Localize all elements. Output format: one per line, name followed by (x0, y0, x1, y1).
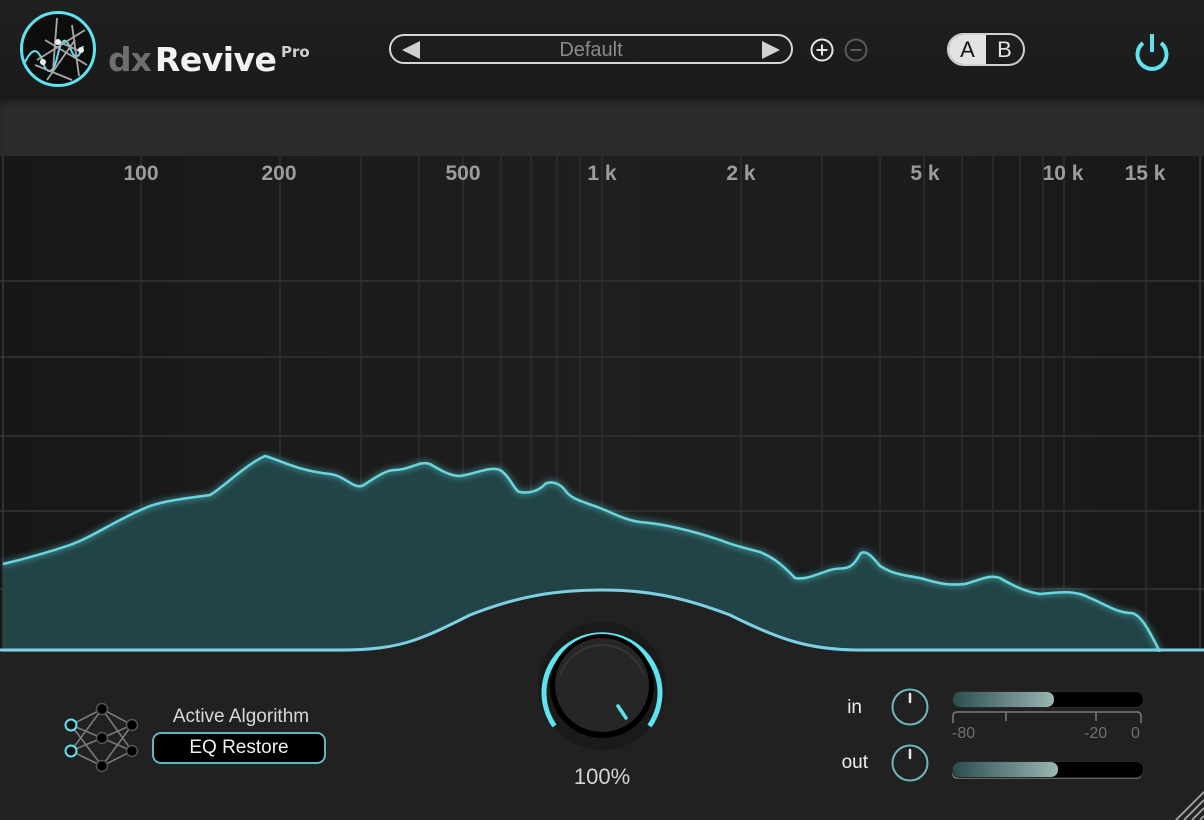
ab-button-a[interactable]: A (949, 35, 986, 64)
output-level-fill (953, 762, 1058, 777)
resize-grip-icon[interactable] (1170, 788, 1204, 820)
output-gain-knob[interactable] (890, 743, 930, 783)
minus-circle-icon[interactable] (844, 38, 868, 62)
freq-label-2k: 2 k (726, 162, 756, 185)
freq-label-1k: 1 k (587, 162, 617, 185)
input-level-fill (953, 692, 1054, 707)
brand-prefix: dx (108, 40, 152, 79)
brand-name: Revive (154, 40, 277, 79)
toolbar-strip (0, 98, 1204, 156)
header-bar: dx Revive Pro Default A B (0, 0, 1204, 98)
spectrum-area (3, 456, 1160, 652)
eq-curve-fill (340, 590, 860, 652)
spectrum-line (2, 454, 1162, 652)
brand-suffix: Pro (281, 43, 310, 61)
dxrevive-logo-icon (20, 11, 96, 87)
input-gain-knob[interactable] (890, 687, 930, 727)
amount-knob[interactable] (536, 620, 668, 752)
preset-selector[interactable]: Default (389, 34, 793, 64)
freq-label-15k: 15 k (1124, 162, 1166, 185)
meter-scale-mid: -20 (1084, 725, 1108, 742)
active-algorithm-selector[interactable]: EQ Restore (152, 732, 326, 764)
freq-label-200: 200 (261, 162, 297, 185)
input-level-meter (952, 691, 1144, 708)
freq-label-10k: 10 k (1042, 162, 1084, 185)
meter-scale-min: -80 (952, 725, 976, 742)
meter-scale-max: 0 (1131, 725, 1140, 742)
spectrum-chart (0, 156, 1204, 652)
knob-pointer (616, 704, 628, 720)
active-algorithm-label: Active Algorithm (172, 706, 310, 727)
input-gain-label: in (847, 697, 862, 718)
triangle-right-icon[interactable] (761, 41, 781, 59)
amount-value: 100% (573, 764, 631, 789)
eq-curve-line (0, 588, 1204, 652)
brand-wordmark: dx Revive Pro (108, 40, 310, 84)
freq-label-500: 500 (445, 162, 481, 185)
freq-label-100: 100 (123, 162, 159, 185)
spectrum-display[interactable]: 100 200 500 1 k 2 k 5 k 10 k 15 k (0, 156, 1204, 652)
neural-network-icon (64, 703, 139, 773)
ab-compare-toggle[interactable]: A B (947, 33, 1025, 66)
freq-label-5k: 5 k (910, 162, 940, 185)
power-icon[interactable] (1133, 32, 1171, 72)
plus-circle-icon[interactable] (810, 38, 834, 62)
preset-name[interactable]: Default (559, 39, 623, 61)
ab-button-b[interactable]: B (997, 37, 1012, 62)
triangle-left-icon[interactable] (401, 41, 421, 59)
output-gain-label: out (841, 752, 868, 773)
output-level-meter (952, 761, 1144, 778)
